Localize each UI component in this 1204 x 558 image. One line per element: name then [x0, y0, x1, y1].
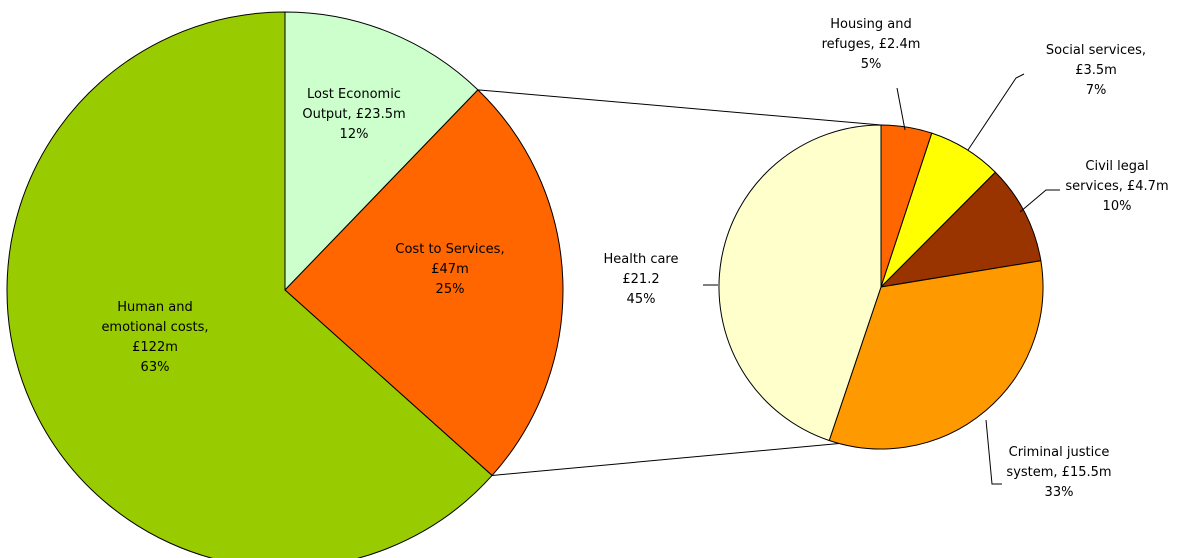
data-labels: Lost Economic Output, £23.5m 12% Cost to Se…: [101, 17, 1168, 500]
main-slice-lost-economic: [284, 11, 479, 292]
label-civil-legal-services: Civil legal services, £4.7m 10%: [1065, 159, 1168, 214]
connector-line-top: [477, 89, 882, 126]
sub-slice-civil-legal: [879, 171, 1042, 288]
main-pie: [6, 11, 564, 558]
label-cost-to-services: Cost to Services, £47m 25%: [395, 242, 504, 297]
leader-criminal-justice: [985, 419, 1002, 485]
sub-slice-criminal-justice: [828, 260, 1044, 450]
leader-lines: [703, 73, 1060, 485]
label-social-services: Social services, £3.5m 7%: [1046, 43, 1146, 98]
main-slice-cost-to-services: [284, 89, 564, 477]
leader-social-services: [967, 73, 1025, 151]
connector-lines: [477, 89, 882, 476]
main-slice-human-and: [6, 11, 493, 558]
label-criminal-justice-system: Criminal justice system, £15.5m 33%: [1006, 445, 1111, 500]
label-human-and-emotional-costs: Human and emotional costs, £122m 63%: [101, 300, 208, 375]
leader-housing: [896, 87, 906, 131]
sub-pie: [718, 124, 1044, 450]
leader-civil-legal: [1019, 189, 1060, 213]
sub-slice-health-care: [718, 124, 882, 442]
label-housing-and-refuges: Housing and refuges, £2.4m 5%: [822, 17, 921, 72]
connector-line-bottom: [492, 442, 840, 476]
label-lost-economic-output: Lost Economic Output, £23.5m 12%: [302, 87, 405, 142]
label-health-care: Health care £21.2 45%: [604, 252, 679, 307]
